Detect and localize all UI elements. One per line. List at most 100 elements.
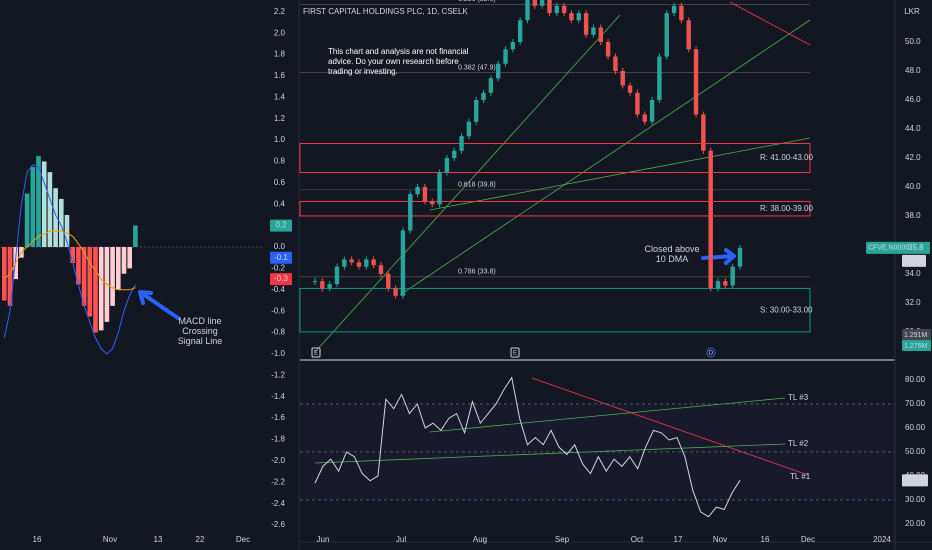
histogram-bar bbox=[53, 188, 58, 248]
y-tick-label: -2.0 bbox=[271, 456, 285, 465]
histogram-bar bbox=[47, 172, 53, 248]
candle bbox=[452, 150, 457, 158]
y-tick-label: -2.6 bbox=[271, 520, 285, 529]
rsi-tag bbox=[902, 474, 928, 487]
y-tick-label: 44.0 bbox=[905, 124, 921, 133]
y-tick-label: 38.0 bbox=[905, 211, 921, 220]
candle bbox=[503, 49, 508, 64]
macd-line bbox=[3, 164, 136, 355]
candle bbox=[693, 49, 699, 115]
y-tick-label: 70.00 bbox=[905, 399, 926, 408]
x-tick-label: 13 bbox=[154, 535, 163, 544]
fib-label: 0.236 (52.6) bbox=[458, 0, 496, 3]
candle bbox=[393, 288, 398, 296]
value-tag-label: 0.2 bbox=[275, 221, 287, 230]
rsi-line bbox=[314, 376, 741, 518]
histogram-bar bbox=[59, 198, 64, 248]
y-tick-label: -0.4 bbox=[271, 285, 285, 294]
rsi-trend-line bbox=[314, 443, 786, 464]
candle bbox=[627, 85, 633, 93]
y-tick-label: 0.0 bbox=[274, 242, 286, 251]
volume-label: 1.276M bbox=[904, 343, 928, 350]
trend-line bbox=[399, 19, 811, 296]
zone bbox=[299, 200, 811, 217]
y-tick-label: 20.00 bbox=[905, 519, 926, 528]
candle bbox=[583, 13, 589, 35]
candle bbox=[715, 281, 721, 289]
x-tick-label: Dec bbox=[236, 535, 250, 544]
y-tick-label: 1.2 bbox=[274, 114, 286, 123]
y-tick-label: 1.8 bbox=[274, 50, 286, 59]
value-tag-label: -0.3 bbox=[274, 274, 288, 283]
candle bbox=[605, 42, 611, 57]
symbol-label: CFVE.N0000 bbox=[868, 245, 909, 252]
rsi-trend-line bbox=[429, 397, 786, 433]
x-tick-label: Oct bbox=[631, 535, 644, 544]
arrow bbox=[701, 248, 736, 265]
y-tick-label: 30.00 bbox=[905, 495, 926, 504]
histogram-bar bbox=[2, 247, 7, 301]
candle bbox=[635, 92, 640, 115]
rsi-last: 38.18 bbox=[905, 475, 926, 484]
x-tick-label: Nov bbox=[103, 535, 117, 544]
trend-label: TL #2 bbox=[788, 439, 809, 448]
candle bbox=[576, 13, 581, 21]
candle bbox=[349, 259, 354, 263]
histogram-bar bbox=[64, 214, 70, 248]
histogram-bar bbox=[7, 247, 13, 306]
histogram-bar bbox=[121, 247, 127, 274]
y-tick-label: -1.0 bbox=[271, 349, 285, 358]
y-tick-label: 1.4 bbox=[274, 92, 286, 101]
trend-label: TL #3 bbox=[788, 393, 809, 402]
value-tag bbox=[270, 251, 292, 264]
histogram-bar bbox=[116, 247, 121, 290]
candle bbox=[400, 230, 406, 296]
candle bbox=[481, 92, 486, 101]
histogram-bar bbox=[127, 247, 132, 269]
candle bbox=[334, 266, 340, 285]
event-label: D bbox=[709, 351, 714, 357]
event-marker bbox=[311, 347, 321, 358]
candle bbox=[517, 20, 523, 43]
zone bbox=[299, 287, 811, 333]
zone-label: R: 41.00-43.00 bbox=[760, 153, 813, 162]
candle bbox=[591, 27, 596, 35]
event-label: E bbox=[513, 351, 517, 357]
last-price: 35.8 bbox=[908, 243, 924, 252]
candle bbox=[474, 100, 479, 122]
histogram-bar bbox=[30, 166, 36, 248]
y-tick-label: 2.0 bbox=[274, 28, 286, 37]
histogram-bar bbox=[110, 247, 115, 306]
fib-label: 0.382 (47.9) bbox=[458, 64, 496, 71]
histogram-bar bbox=[133, 225, 138, 248]
candle bbox=[620, 71, 625, 86]
zone bbox=[299, 142, 811, 173]
candle bbox=[364, 259, 369, 267]
symbol-tag bbox=[866, 241, 930, 254]
rsi-trend-line bbox=[531, 377, 809, 476]
disclaimer: This chart and analysis are not financia… bbox=[328, 47, 469, 76]
candle bbox=[547, 0, 552, 14]
y-tick-label: 1.6 bbox=[274, 71, 286, 80]
y-tick-label: 60.00 bbox=[905, 423, 926, 432]
y-tick-label: 0.4 bbox=[274, 199, 286, 208]
candle bbox=[554, 5, 560, 14]
x-tick-label: 17 bbox=[674, 535, 683, 544]
rsi-band bbox=[300, 404, 895, 500]
candle bbox=[459, 136, 464, 151]
fib-label: 0.618 (39.8) bbox=[458, 182, 496, 189]
histogram-bar bbox=[70, 247, 75, 264]
candle bbox=[510, 42, 516, 50]
y-tick-label: 50.0 bbox=[905, 37, 921, 46]
candle bbox=[342, 259, 347, 267]
value-tag bbox=[270, 273, 292, 286]
candle bbox=[613, 56, 618, 72]
fib-label: 0.786 (33.8) bbox=[458, 269, 496, 276]
y-tick-label: 46.0 bbox=[905, 95, 921, 104]
candle bbox=[466, 121, 472, 137]
y-tick-label: -2.2 bbox=[271, 477, 285, 486]
x-tick-label: Dec bbox=[801, 535, 815, 544]
volume-tag bbox=[902, 340, 931, 351]
candle bbox=[320, 281, 325, 289]
